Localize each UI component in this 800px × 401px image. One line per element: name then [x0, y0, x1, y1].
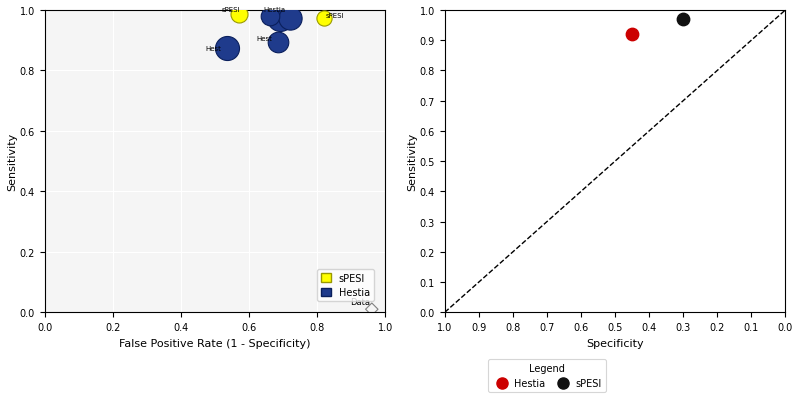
Text: Hest: Hest	[206, 46, 222, 52]
Point	[626, 32, 638, 38]
Point	[274, 15, 286, 22]
Point	[275, 12, 288, 19]
Text: Data: Data	[350, 297, 370, 306]
X-axis label: Specificity: Specificity	[586, 338, 644, 348]
Point	[366, 306, 378, 313]
Legend: sPESI, Hestia: sPESI, Hestia	[318, 269, 374, 302]
Text: Hestia: Hestia	[264, 7, 286, 13]
Point	[263, 14, 276, 20]
Point	[233, 12, 246, 19]
Point	[677, 17, 690, 23]
Y-axis label: Sensitivity: Sensitivity	[7, 133, 17, 191]
Point	[221, 45, 234, 52]
Text: sPESI: sPESI	[222, 7, 240, 13]
Text: Hest: Hest	[257, 36, 272, 42]
Point	[272, 39, 285, 46]
Point	[318, 15, 330, 22]
Text: sPESI: sPESI	[326, 13, 344, 19]
Legend: Hestia, sPESI: Hestia, sPESI	[488, 359, 606, 392]
X-axis label: False Positive Rate (1 - Specificity): False Positive Rate (1 - Specificity)	[119, 338, 311, 348]
Point	[284, 15, 297, 22]
Y-axis label: Sensitivity: Sensitivity	[407, 133, 417, 191]
